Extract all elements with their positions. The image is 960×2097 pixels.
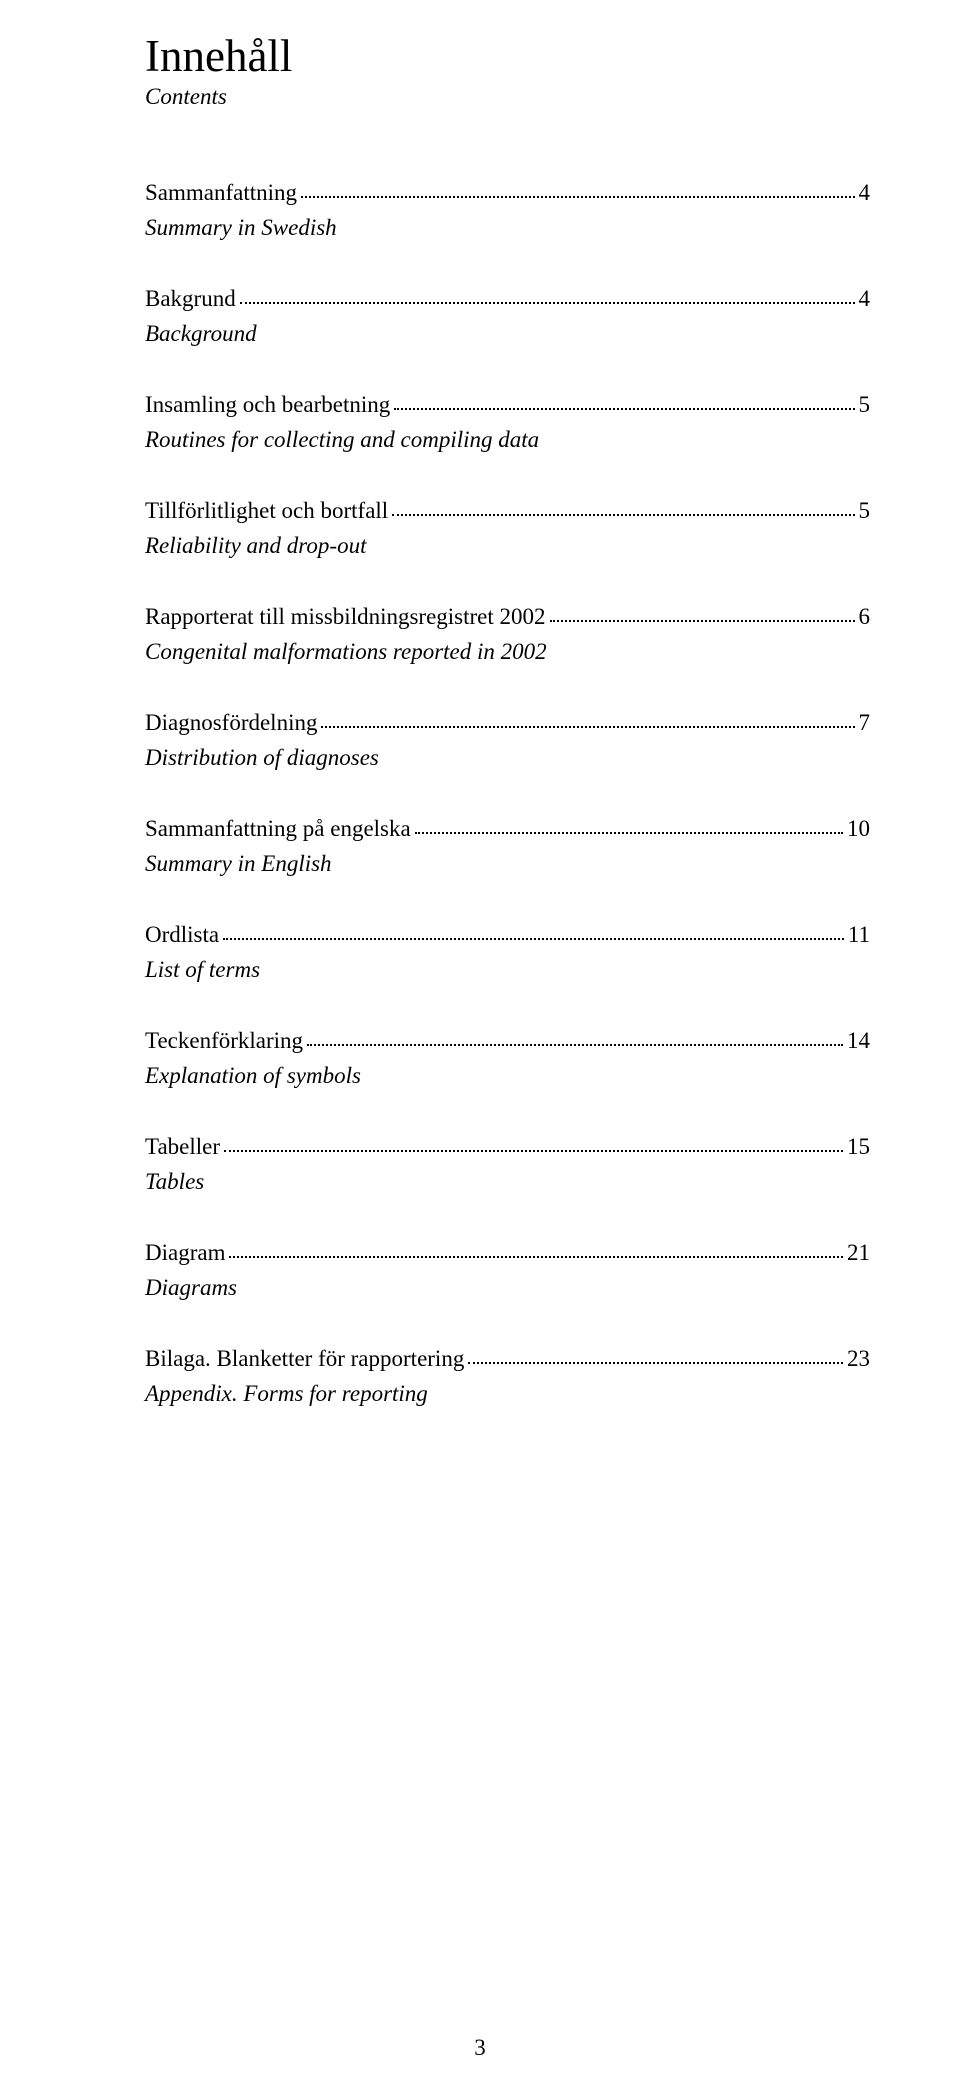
toc-entry: Diagnosfördelning 7Distribution of diagno… [145,706,870,775]
toc-dot-leader [415,832,843,834]
toc-label: Tabeller [145,1130,220,1165]
toc-english-label: List of terms [145,953,870,988]
toc-entry: Sammanfattning på engelska 10Summary in E… [145,812,870,881]
toc-page-number: 21 [847,1236,870,1271]
toc-label: Insamling och bearbetning [145,388,390,423]
toc-line: Diagram 21 [145,1236,870,1271]
toc-line: Diagnosfördelning 7 [145,706,870,741]
toc-entry: Bakgrund 4Background [145,282,870,351]
toc-dot-leader [392,514,854,516]
toc-dot-leader [229,1256,843,1258]
toc-english-label: Tables [145,1165,870,1200]
toc-line: Bakgrund 4 [145,282,870,317]
toc-label: Ordlista [145,918,219,953]
toc-page-number: 10 [847,812,870,847]
toc-entry: Teckenförklaring 14Explanation of symbols [145,1024,870,1093]
toc-english-label: Background [145,317,870,352]
toc-dot-leader [224,1150,843,1152]
toc-label: Tillförlitlighet och bortfall [145,494,388,529]
toc-dot-leader [307,1044,843,1046]
toc-english-label: Appendix. Forms for reporting [145,1377,870,1412]
toc-subtitle: Contents [145,84,870,110]
toc-entry: Tillförlitlighet och bortfall 5Reliabilit… [145,494,870,563]
toc-label: Sammanfattning [145,176,297,211]
toc-dot-leader [301,196,854,198]
toc-page-number: 6 [859,600,871,635]
toc-page-number: 5 [859,388,871,423]
toc-dot-leader [240,302,855,304]
toc-page-number: 11 [848,918,870,953]
toc-english-label: Routines for collecting and compiling da… [145,423,870,458]
toc-dot-leader [550,620,855,622]
toc-line: Sammanfattning på engelska 10 [145,812,870,847]
toc-label: Sammanfattning på engelska [145,812,411,847]
toc-english-label: Reliability and drop-out [145,529,870,564]
toc-label: Bakgrund [145,282,236,317]
toc-line: Ordlista 11 [145,918,870,953]
toc-container: Sammanfattning4Summary in SwedishBakgrun… [145,176,870,1411]
toc-entry: Bilaga. Blanketter för rapportering 23App… [145,1342,870,1411]
toc-dot-leader [223,938,844,940]
toc-entry: Tabeller 15Tables [145,1130,870,1199]
toc-english-label: Summary in English [145,847,870,882]
toc-label: Bilaga. Blanketter för rapportering [145,1342,464,1377]
toc-english-label: Congenital malformations reported in 200… [145,635,870,670]
toc-entry: Insamling och bearbetning 5Routines for c… [145,388,870,457]
toc-english-label: Summary in Swedish [145,211,870,246]
toc-label: Rapporterat till missbildningsregistret … [145,600,546,635]
toc-page-number: 5 [859,494,871,529]
toc-dot-leader [468,1362,843,1364]
toc-line: Tabeller 15 [145,1130,870,1165]
toc-label: Teckenförklaring [145,1024,303,1059]
toc-line: Tillförlitlighet och bortfall 5 [145,494,870,529]
toc-entry: Diagram 21Diagrams [145,1236,870,1305]
toc-dot-leader [394,408,854,410]
toc-line: Sammanfattning 4 [145,176,870,211]
toc-line: Rapporterat till missbildningsregistret … [145,600,870,635]
toc-page-number: 15 [847,1130,870,1165]
toc-page-number: 4 [859,282,871,317]
toc-entry: Sammanfattning 4Summary in Swedish [145,176,870,245]
toc-entry: Rapporterat till missbildningsregistret … [145,600,870,669]
toc-line: Insamling och bearbetning 5 [145,388,870,423]
toc-english-label: Diagrams [145,1271,870,1306]
toc-title: Innehåll [145,30,870,82]
toc-english-label: Distribution of diagnoses [145,741,870,776]
toc-entry: Ordlista 11List of terms [145,918,870,987]
toc-line: Bilaga. Blanketter för rapportering 23 [145,1342,870,1377]
toc-page-number: 7 [859,706,871,741]
toc-page-number: 14 [847,1024,870,1059]
toc-page-number: 4 [859,176,871,211]
toc-line: Teckenförklaring 14 [145,1024,870,1059]
page-number: 3 [474,2035,486,2061]
toc-page-number: 23 [847,1342,870,1377]
toc-english-label: Explanation of symbols [145,1059,870,1094]
toc-label: Diagnosfördelning [145,706,317,741]
toc-label: Diagram [145,1236,225,1271]
toc-dot-leader [321,726,854,728]
